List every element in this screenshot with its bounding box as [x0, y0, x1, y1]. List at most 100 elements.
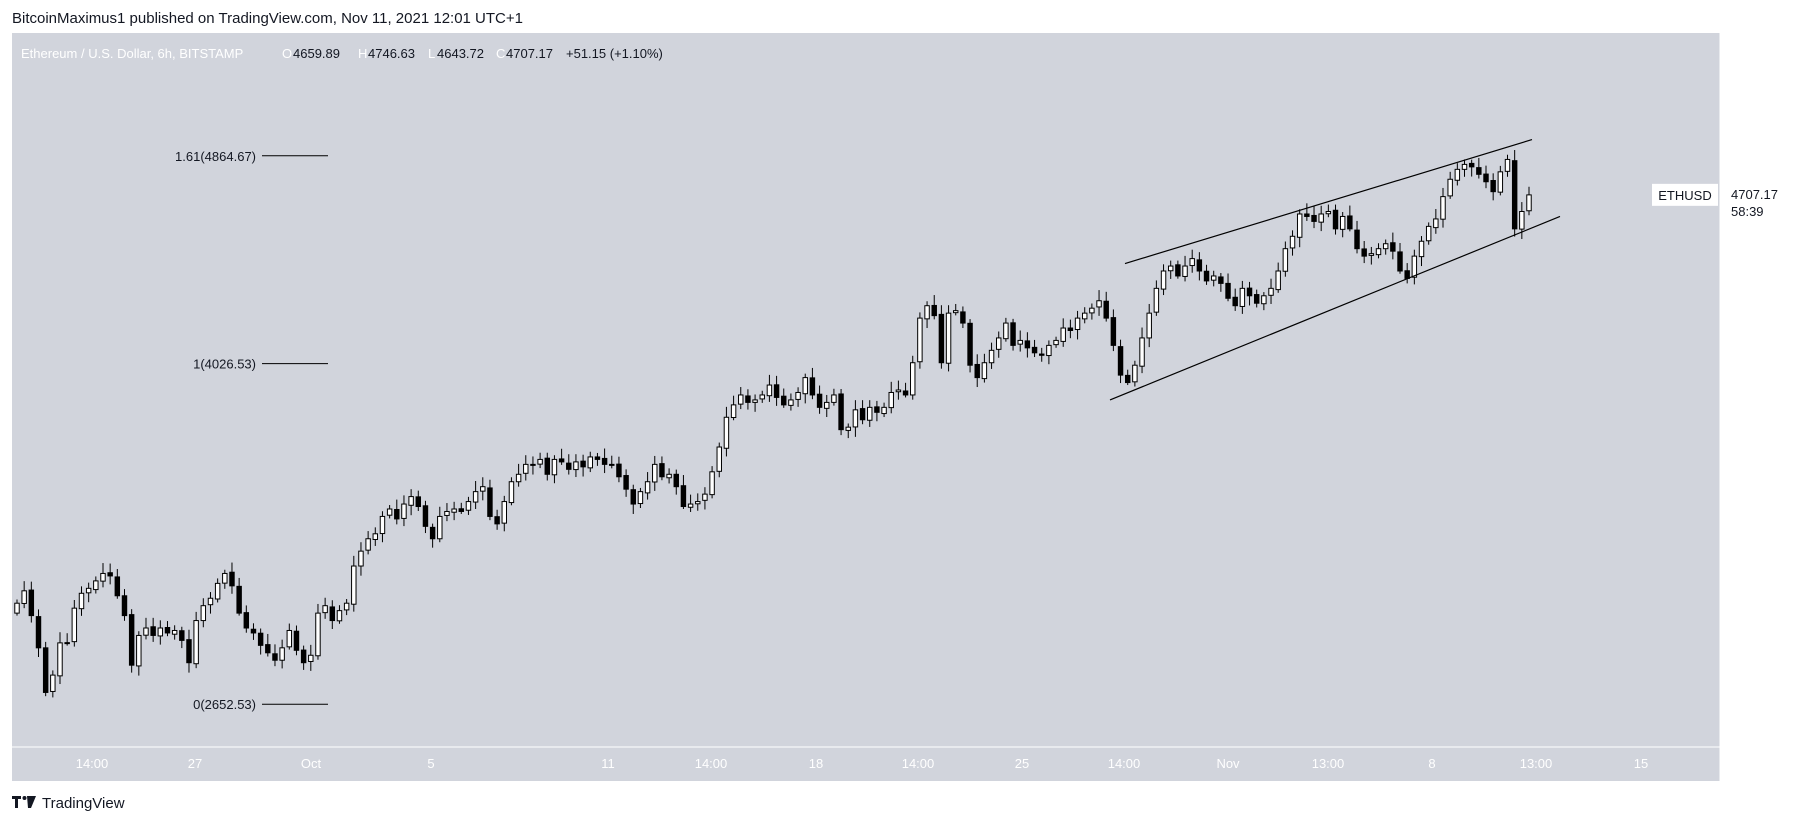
candle-up	[451, 508, 457, 513]
candle-down	[1010, 322, 1016, 346]
plot-area[interactable]	[12, 33, 1720, 781]
candle-down	[243, 612, 250, 629]
price-axis[interactable]: 5200.005000.004800.004600.004400.004200.…	[1728, 66, 1775, 676]
fib-level-label: 1.61(4864.67)	[175, 149, 256, 164]
tradingview-wordmark: TradingView	[42, 795, 125, 812]
candle-down	[114, 576, 121, 597]
candle-up	[1046, 344, 1052, 357]
candle-down	[186, 639, 192, 664]
candle-down	[42, 647, 49, 693]
candle-down	[1117, 346, 1124, 376]
candle-up	[687, 503, 694, 508]
time-tick-label: 18	[809, 756, 823, 771]
candle-down	[1476, 167, 1482, 175]
candle-up	[1160, 270, 1167, 290]
time-axis[interactable]: 14:00 27 Oct 5 11 14:00 18 14:00 25 14:00 Nov 13:00…	[76, 756, 1649, 771]
ohlc-low-value: 4643.72	[437, 46, 484, 61]
candle-up	[100, 572, 106, 582]
candle-down	[265, 644, 271, 654]
time-tick-label: 14:00	[1108, 756, 1141, 771]
candle-down	[1397, 251, 1403, 272]
candle-up	[401, 503, 407, 519]
candle-down	[1490, 180, 1496, 193]
candle-up	[386, 508, 393, 516]
candle-up	[573, 461, 579, 471]
candle-up	[1132, 364, 1138, 383]
candle-up	[1461, 163, 1468, 170]
candle-up	[365, 538, 371, 551]
candle-down	[974, 363, 980, 379]
candle-up	[523, 463, 529, 474]
candle-down	[931, 304, 937, 317]
candle-up	[716, 446, 722, 472]
last-price-tag: 4707.17 58:39	[1722, 183, 1794, 222]
candle-up	[888, 391, 894, 409]
candle-up	[193, 620, 199, 665]
candle-down	[150, 626, 156, 636]
candles	[14, 150, 1532, 698]
candle-up	[730, 404, 737, 419]
candle-down	[630, 489, 636, 505]
candle-up	[437, 515, 443, 540]
candle-up	[1268, 287, 1274, 296]
time-tick-label: 14:00	[902, 756, 935, 771]
candle-down	[960, 311, 966, 324]
candle-up	[57, 642, 63, 677]
candle-down	[1031, 346, 1038, 354]
price-tick-label: 4800.00	[1728, 165, 1775, 180]
candle-down	[1511, 160, 1518, 230]
candle-down	[1103, 300, 1109, 319]
candle-up	[1497, 171, 1504, 193]
candle-up	[315, 612, 321, 657]
candle-down	[415, 496, 422, 508]
price-tick-label: 3000.00	[1728, 611, 1775, 626]
last-price-box	[1722, 183, 1794, 222]
candle-down	[250, 628, 257, 634]
candle-down	[329, 606, 336, 622]
candle-up	[1153, 287, 1160, 313]
ohlc-high-value: 4746.63	[368, 46, 415, 61]
ohlc-close-label: C	[496, 46, 505, 61]
price-tick-label: 2800.00	[1728, 661, 1775, 676]
time-tick-label: 14:00	[76, 756, 109, 771]
candle-up	[1375, 248, 1382, 256]
candle-up	[802, 377, 808, 395]
candle-up	[609, 463, 615, 466]
candle-up	[953, 310, 959, 314]
candle-down	[164, 627, 171, 634]
candle-down	[422, 505, 429, 527]
bar-countdown: 58:39	[1731, 204, 1764, 219]
time-tick-label: Nov	[1216, 756, 1240, 771]
candle-down	[566, 462, 572, 470]
candle-down	[64, 642, 70, 645]
publisher-line: BitcoinMaximus1 published on TradingView…	[12, 10, 523, 27]
candle-down	[272, 653, 278, 661]
candle-up	[738, 394, 744, 405]
candle-up	[85, 587, 92, 594]
candle-up	[1146, 312, 1152, 339]
candle-down	[1404, 270, 1410, 279]
candle-down	[1253, 294, 1260, 304]
candle-up	[551, 458, 558, 476]
candle-down	[967, 322, 973, 366]
symbol-legend: Ethereum / U.S. Dollar, 6h, BITSTAMP O 4…	[21, 46, 663, 61]
candle-down	[544, 457, 550, 475]
candle-up	[308, 654, 314, 662]
candle-down	[257, 632, 264, 646]
candle-up	[867, 406, 873, 421]
candle-up	[831, 394, 837, 403]
candle-up	[924, 305, 930, 320]
candle-up	[702, 493, 708, 501]
candle-down	[107, 572, 113, 577]
candle-down	[1196, 259, 1203, 272]
candle-up	[1096, 300, 1102, 308]
candle-up	[136, 634, 142, 667]
candle-up	[537, 458, 543, 465]
candle-up	[1411, 255, 1418, 278]
channel-lower-line	[1109, 215, 1561, 401]
ohlc-open-label: O	[282, 46, 292, 61]
candle-up	[1526, 194, 1532, 212]
candle-up	[1210, 275, 1217, 281]
tradingview-logo[interactable]: TradingView	[12, 795, 125, 812]
